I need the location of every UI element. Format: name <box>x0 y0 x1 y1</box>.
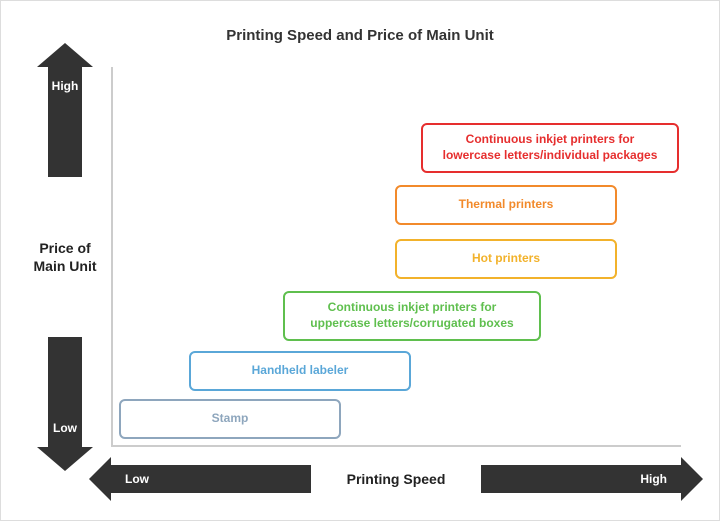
x-axis-group: Low Printing Speed High <box>111 457 681 501</box>
node-handheld: Handheld labeler <box>189 351 411 391</box>
axis-line-y <box>111 67 113 447</box>
x-axis-high-arrow: High <box>481 465 681 493</box>
node-thermal: Thermal printers <box>395 185 617 225</box>
x-axis-low-label: Low <box>125 472 149 486</box>
node-stamp: Stamp <box>119 399 341 439</box>
y-axis-high-arrow: High <box>48 67 82 177</box>
x-axis-label: Printing Speed <box>337 471 456 487</box>
x-axis-high-label: High <box>640 472 667 486</box>
y-axis-group: High Price of Main Unit Low <box>25 67 105 447</box>
y-axis-low-arrow: Low <box>48 337 82 447</box>
node-cij-upper: Continuous inkjet printers for uppercase… <box>283 291 541 341</box>
x-axis-low-arrow: Low <box>111 465 311 493</box>
chart-frame: Printing Speed and Price of Main Unit Hi… <box>0 0 720 521</box>
plot-area: Stamp Handheld labeler Continuous inkjet p… <box>111 67 681 447</box>
y-axis-label: Price of Main Unit <box>34 239 97 275</box>
chart-title: Printing Speed and Price of Main Unit <box>1 27 719 44</box>
y-axis-low-label: Low <box>53 421 77 435</box>
node-cij-lower: Continuous inkjet printers for lowercase… <box>421 123 679 173</box>
axis-line-x <box>111 445 681 447</box>
node-hot: Hot printers <box>395 239 617 279</box>
y-axis-high-label: High <box>52 79 79 93</box>
